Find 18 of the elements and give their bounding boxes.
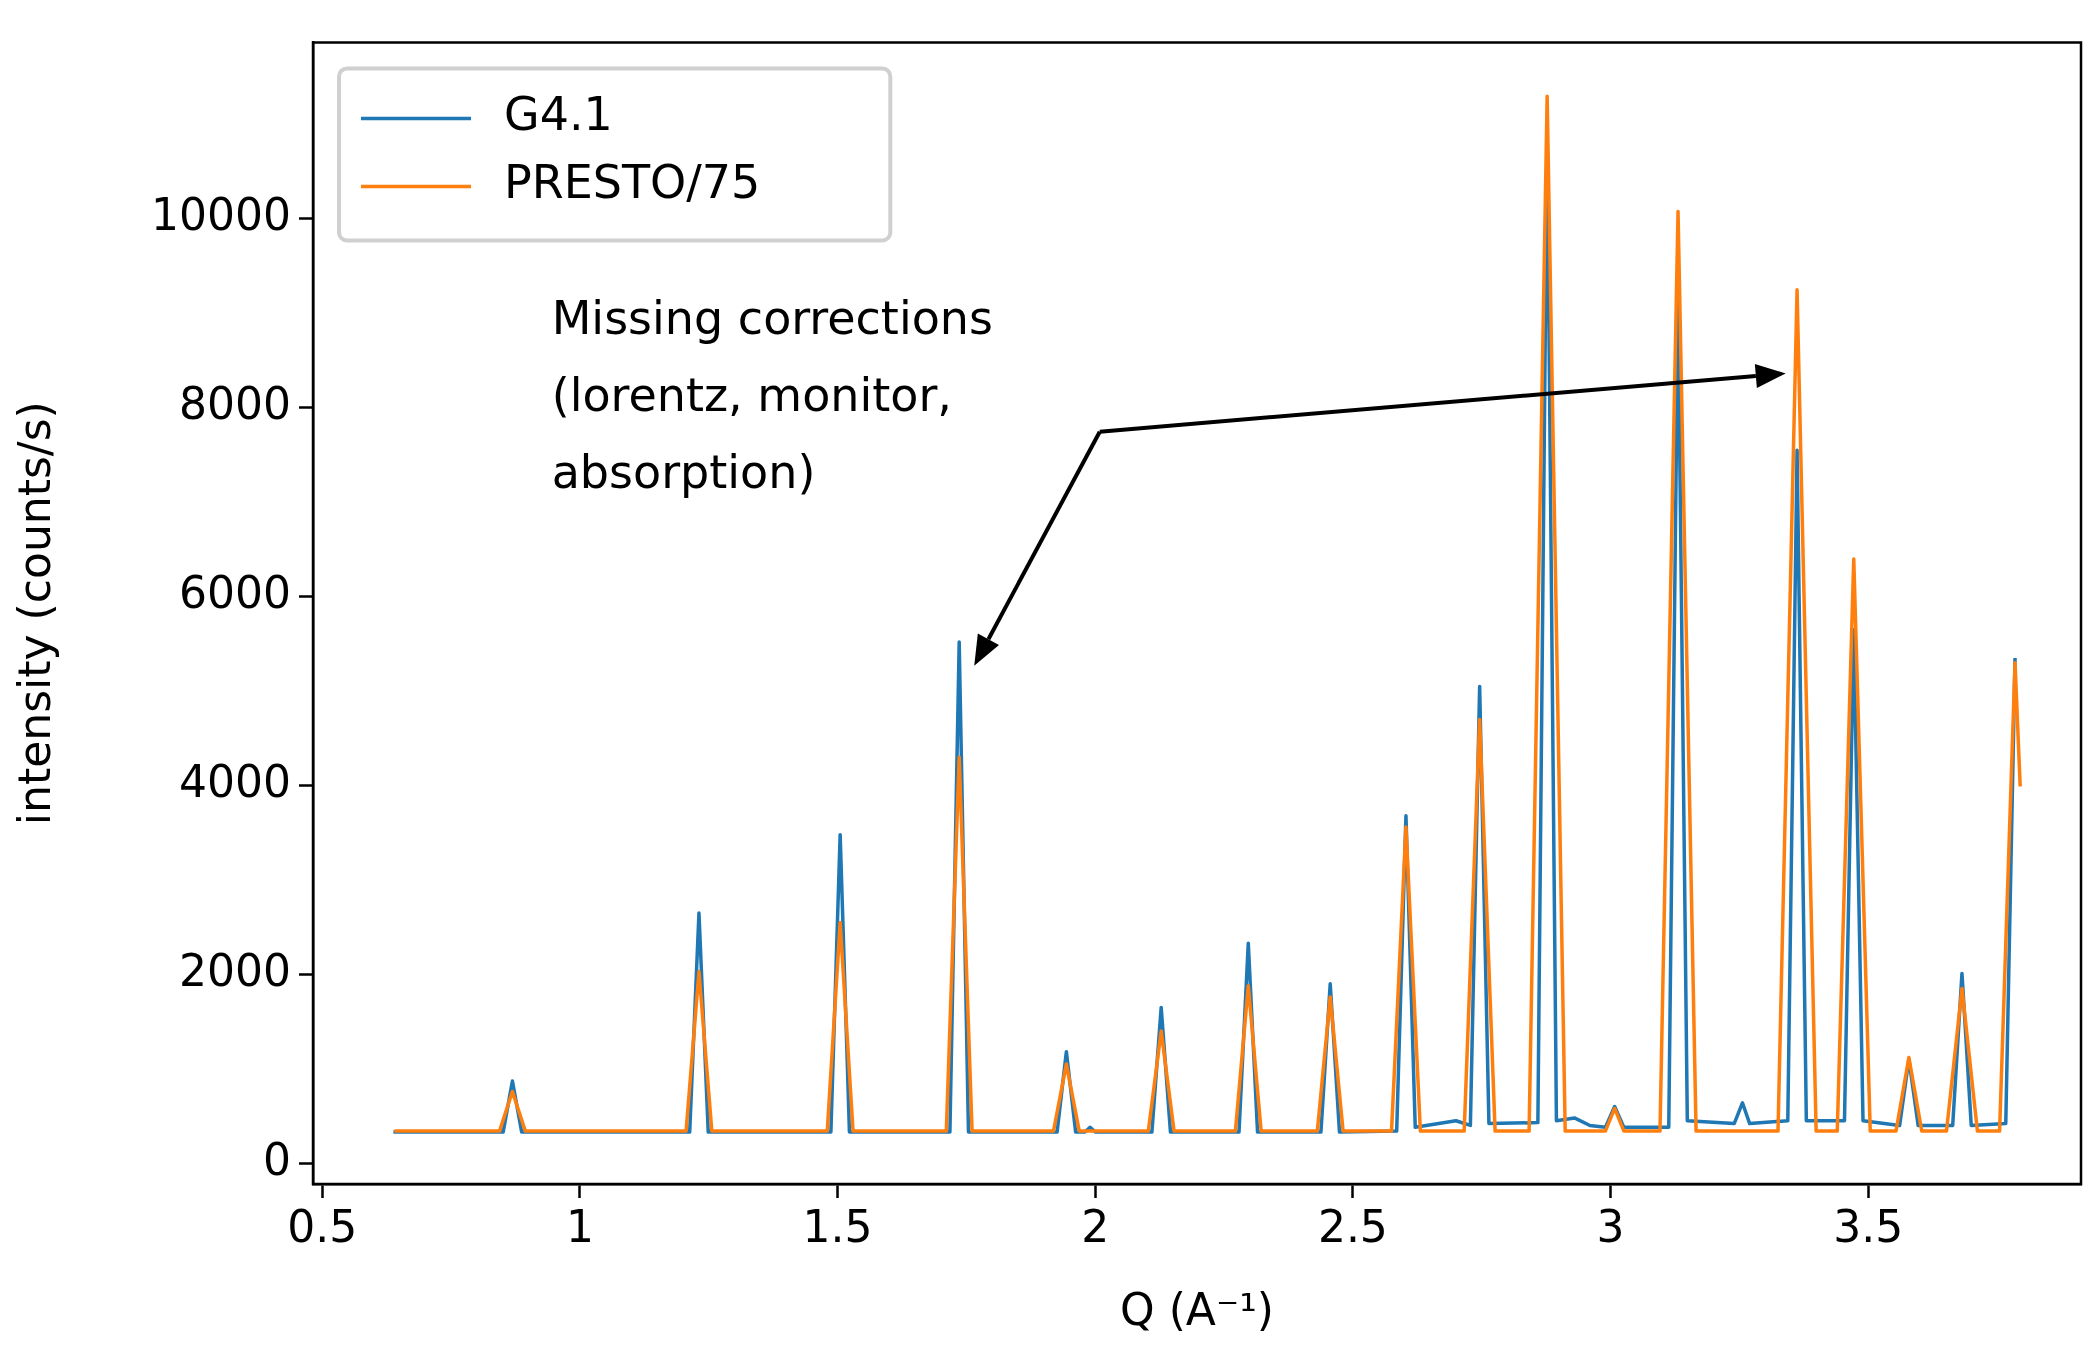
y-tick-label: 4000 — [179, 755, 291, 807]
x-tick-label: 1.5 — [802, 1200, 873, 1252]
annotation: Missing corrections (lorentz, monitor, absorption) — [551, 291, 993, 500]
x-tick-label: 0.5 — [287, 1200, 358, 1252]
x-tick-label: 2.5 — [1317, 1200, 1388, 1252]
x-tick-label: 3 — [1596, 1200, 1625, 1252]
y-tick-label: 6000 — [179, 567, 291, 619]
legend-label: G4.1 — [504, 87, 613, 142]
x-axis-title: Q (A⁻¹) — [1120, 1284, 1274, 1336]
x-tick-label: 3.5 — [1833, 1200, 1904, 1252]
y-tick-label: 0 — [263, 1133, 291, 1185]
y-tick-label: 10000 — [151, 189, 291, 241]
y-tick-label: 2000 — [179, 944, 291, 996]
x-tick-label: 2 — [1081, 1200, 1110, 1252]
y-axis-title: intensity (counts/s) — [8, 401, 60, 826]
legend-label: PRESTO/75 — [504, 155, 761, 210]
x-tick-label: 1 — [565, 1200, 594, 1252]
y-tick-label: 8000 — [179, 378, 291, 430]
